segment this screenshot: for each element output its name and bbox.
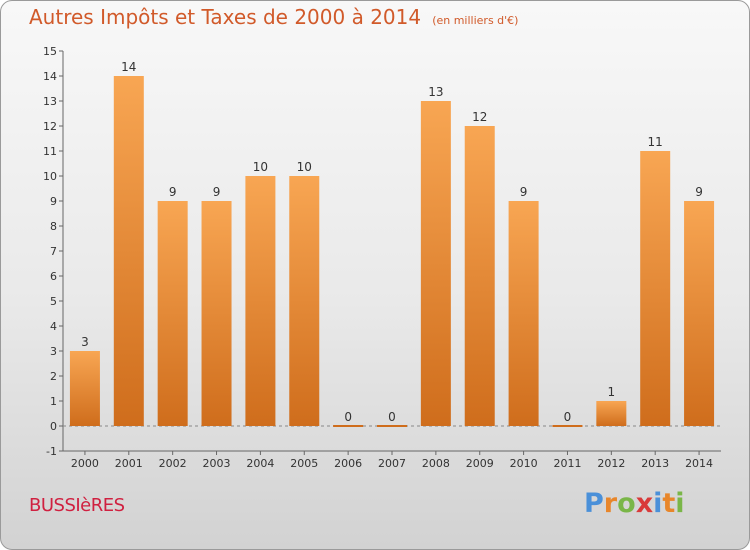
y-tick-label: 14 xyxy=(43,70,57,83)
x-tick-label: 2011 xyxy=(553,457,581,470)
bar xyxy=(333,425,364,427)
logo-letter: t xyxy=(662,488,676,519)
y-tick-label: 2 xyxy=(50,370,57,383)
bar xyxy=(552,425,583,427)
bar xyxy=(377,425,407,427)
y-tick-label: 9 xyxy=(50,195,57,208)
bar xyxy=(508,201,539,426)
bar xyxy=(289,176,320,426)
logo-letter: i xyxy=(653,488,663,519)
chart-title: Autres Impôts et Taxes de 2000 à 2014 xyxy=(29,5,422,29)
bar-value-label: 10 xyxy=(297,160,312,174)
bar xyxy=(420,101,451,426)
y-tick-label: 15 xyxy=(43,45,57,58)
y-tick-label: 13 xyxy=(43,95,57,108)
proxiti-logo: Proxiti xyxy=(584,488,685,519)
bar-value-label: 13 xyxy=(428,85,443,99)
bar xyxy=(640,151,671,426)
x-tick-label: 2001 xyxy=(115,457,143,470)
logo-letter: r xyxy=(603,488,618,519)
y-tick-label: 12 xyxy=(43,120,57,133)
bar xyxy=(157,201,188,426)
x-tick-label: 2006 xyxy=(334,457,362,470)
y-tick-label: 8 xyxy=(50,220,57,233)
x-tick-label: 2008 xyxy=(422,457,450,470)
x-tick-label: 2010 xyxy=(510,457,538,470)
bar xyxy=(684,201,715,426)
chart-title-block: Autres Impôts et Taxes de 2000 à 2014 (e… xyxy=(29,5,518,29)
y-tick-label: 5 xyxy=(50,295,57,308)
bar-value-label: 12 xyxy=(472,110,487,124)
y-tick-label: 0 xyxy=(50,420,57,433)
bar-value-label: 0 xyxy=(344,410,352,424)
y-tick-label: 6 xyxy=(50,270,57,283)
x-tick-label: 2014 xyxy=(685,457,713,470)
bar-value-label: 9 xyxy=(213,185,221,199)
y-tick-label: 7 xyxy=(50,245,57,258)
bar-value-label: 1 xyxy=(608,385,616,399)
bar-value-label: 14 xyxy=(121,60,136,74)
bar xyxy=(464,126,495,426)
x-tick-label: 2003 xyxy=(203,457,231,470)
bar-value-label: 9 xyxy=(520,185,528,199)
bar-value-label: 11 xyxy=(648,135,663,149)
x-tick-label: 2005 xyxy=(290,457,318,470)
bar-value-label: 9 xyxy=(695,185,703,199)
y-tick-label: 1 xyxy=(50,395,57,408)
logo-letter: i xyxy=(675,488,685,519)
x-tick-label: 2009 xyxy=(466,457,494,470)
bar-value-label: 3 xyxy=(81,335,89,349)
bar-value-label: 0 xyxy=(564,410,572,424)
x-tick-label: 2007 xyxy=(378,457,406,470)
bar-value-label: 10 xyxy=(253,160,268,174)
logo-letter: x xyxy=(635,488,654,519)
y-tick-label: 4 xyxy=(50,320,57,333)
x-tick-label: 2004 xyxy=(246,457,274,470)
y-tick-label: 11 xyxy=(43,145,57,158)
x-tick-label: 2013 xyxy=(641,457,669,470)
bar xyxy=(596,401,627,426)
bar-value-label: 9 xyxy=(169,185,177,199)
x-tick-label: 2000 xyxy=(71,457,99,470)
commune-name: BUSSIèRES xyxy=(29,495,125,516)
bar xyxy=(201,201,232,426)
logo-letter: o xyxy=(617,488,636,519)
bar xyxy=(245,176,276,426)
x-tick-label: 2002 xyxy=(159,457,187,470)
bar-value-label: 0 xyxy=(388,410,396,424)
x-tick-label: 2012 xyxy=(597,457,625,470)
y-tick-label: 3 xyxy=(50,345,57,358)
bar xyxy=(113,76,144,426)
logo-letter: P xyxy=(584,488,604,519)
chart-subtitle: (en milliers d'€) xyxy=(432,14,519,27)
y-tick-label: 10 xyxy=(43,170,57,183)
y-tick-label: -1 xyxy=(46,445,57,458)
bar xyxy=(69,351,100,426)
